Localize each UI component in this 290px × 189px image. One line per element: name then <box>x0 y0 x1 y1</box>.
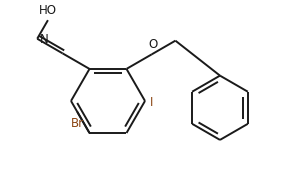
Text: Br: Br <box>71 117 84 130</box>
Text: O: O <box>148 38 157 51</box>
Text: HO: HO <box>39 4 57 17</box>
Text: I: I <box>150 96 153 109</box>
Text: N: N <box>40 33 49 46</box>
